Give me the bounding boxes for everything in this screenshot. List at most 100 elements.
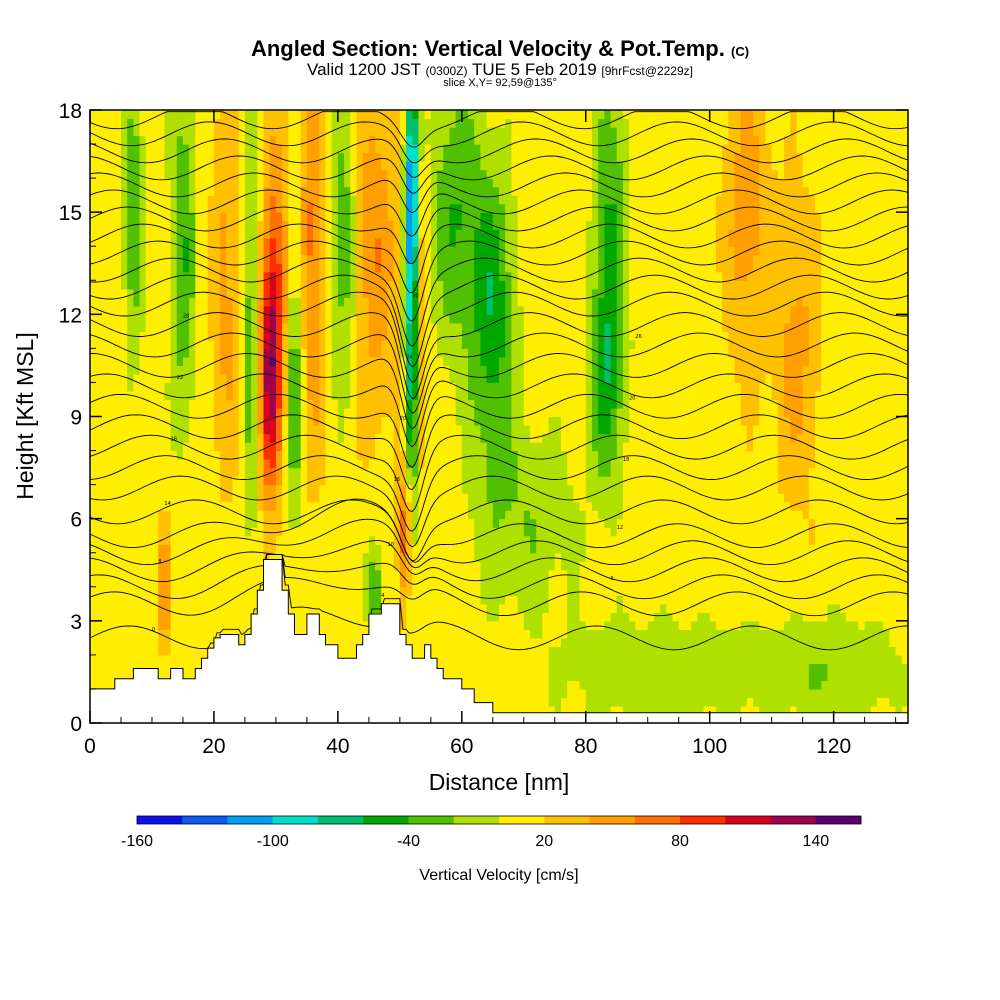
velocity-cell xyxy=(604,433,612,443)
velocity-cell xyxy=(765,476,773,486)
velocity-cell xyxy=(275,407,283,418)
velocity-cell xyxy=(350,578,358,588)
velocity-cell xyxy=(96,586,103,596)
velocity-cell xyxy=(870,705,878,716)
velocity-cell xyxy=(517,407,525,418)
velocity-cell xyxy=(102,527,110,537)
velocity-cell xyxy=(480,527,488,537)
velocity-cell xyxy=(604,501,612,511)
velocity-cell xyxy=(120,416,128,426)
velocity-cell xyxy=(771,527,779,537)
velocity-cell xyxy=(722,654,729,664)
velocity-cell xyxy=(901,535,909,545)
velocity-cell xyxy=(300,578,308,588)
velocity-cell xyxy=(238,459,246,469)
velocity-cell xyxy=(350,407,358,418)
velocity-cell xyxy=(790,484,798,494)
velocity-cell xyxy=(511,646,519,656)
velocity-cell xyxy=(709,510,717,520)
velocity-cell xyxy=(90,586,97,596)
velocity-cell xyxy=(753,425,760,435)
velocity-cell xyxy=(765,544,773,554)
velocity-cell xyxy=(709,595,717,605)
velocity-cell xyxy=(827,586,835,596)
velocity-cell xyxy=(641,552,649,562)
velocity-cell xyxy=(523,697,531,707)
velocity-cell xyxy=(635,595,643,605)
velocity-cell xyxy=(182,425,190,435)
velocity-cell xyxy=(777,501,785,511)
velocity-cell xyxy=(901,697,909,707)
velocity-cell xyxy=(883,476,891,486)
velocity-cell xyxy=(114,671,122,682)
velocity-cell xyxy=(746,484,754,494)
velocity-cell xyxy=(474,561,482,571)
velocity-cell xyxy=(375,416,382,426)
velocity-cell xyxy=(133,535,141,545)
valid-time: Valid 1200 JST xyxy=(307,60,421,79)
velocity-cell xyxy=(771,484,779,494)
velocity-cell xyxy=(195,416,203,426)
velocity-cell xyxy=(641,663,649,673)
velocity-cell xyxy=(474,586,482,596)
velocity-cell xyxy=(145,578,153,588)
velocity-cell xyxy=(753,680,760,690)
velocity-cell xyxy=(746,646,754,656)
velocity-cell xyxy=(220,442,227,452)
velocity-cell xyxy=(815,646,822,656)
velocity-cell xyxy=(108,544,116,554)
velocity-cell xyxy=(381,501,389,511)
velocity-cell xyxy=(771,552,779,562)
velocity-cell xyxy=(759,612,767,622)
velocity-cell xyxy=(796,663,804,673)
velocity-cell xyxy=(499,442,506,452)
velocity-cell xyxy=(102,654,110,664)
velocity-cell xyxy=(387,476,395,486)
velocity-cell xyxy=(529,654,537,664)
velocity-cell xyxy=(313,510,320,520)
velocity-cell xyxy=(684,586,692,596)
velocity-cell xyxy=(201,484,209,494)
velocity-cell xyxy=(288,467,296,477)
velocity-cell xyxy=(182,501,190,511)
velocity-cell xyxy=(424,399,432,409)
velocity-cell xyxy=(746,501,754,511)
velocity-cell xyxy=(257,416,265,426)
velocity-cell xyxy=(765,425,773,435)
velocity-cell xyxy=(901,671,909,682)
velocity-cell xyxy=(554,416,562,426)
velocity-cell xyxy=(158,450,165,460)
velocity-cell xyxy=(170,459,178,469)
velocity-cell xyxy=(691,476,698,486)
velocity-cell xyxy=(443,501,451,511)
velocity-cell xyxy=(852,527,860,537)
velocity-cell xyxy=(486,629,494,639)
velocity-cell xyxy=(864,629,872,639)
velocity-cell xyxy=(282,459,289,469)
velocity-cell xyxy=(474,425,482,435)
velocity-cell xyxy=(641,527,649,537)
velocity-cell xyxy=(492,501,500,511)
velocity-cell xyxy=(641,433,649,443)
velocity-cell xyxy=(127,671,134,682)
velocity-cell xyxy=(889,603,897,613)
velocity-cell xyxy=(288,425,296,435)
velocity-cell xyxy=(765,442,773,452)
velocity-cell xyxy=(622,595,630,605)
velocity-cell xyxy=(697,578,705,588)
velocity-cell xyxy=(678,450,686,460)
velocity-cell xyxy=(282,544,289,554)
velocity-cell xyxy=(573,620,581,630)
velocity-cell xyxy=(368,442,376,452)
velocity-cell xyxy=(759,527,767,537)
velocity-cell xyxy=(641,518,649,528)
velocity-cell xyxy=(114,595,122,605)
velocity-cell xyxy=(449,654,457,664)
velocity-cell xyxy=(437,586,444,596)
velocity-cell xyxy=(251,569,258,579)
velocity-cell xyxy=(616,407,624,418)
velocity-cell xyxy=(889,697,897,707)
velocity-cell xyxy=(560,425,568,435)
velocity-cell xyxy=(492,518,500,528)
velocity-cell xyxy=(282,569,289,579)
